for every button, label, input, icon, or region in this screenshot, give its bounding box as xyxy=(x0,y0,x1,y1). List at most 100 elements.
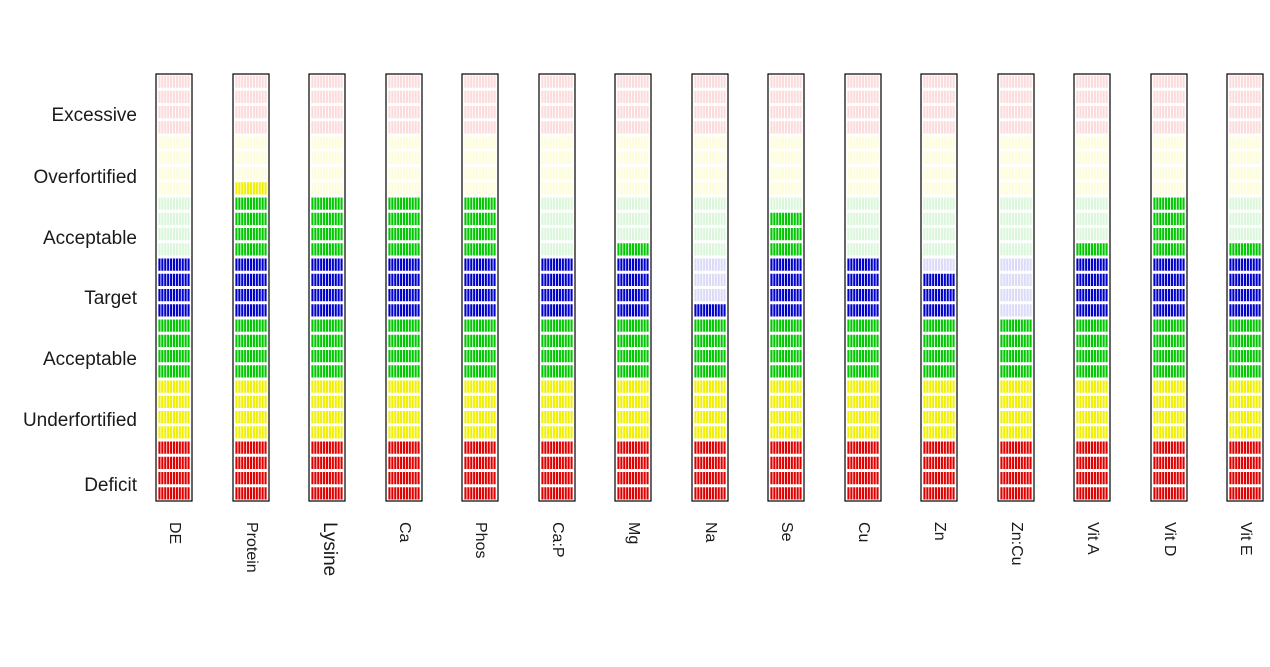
bar-cell-empty xyxy=(923,212,955,225)
bar-cell-empty xyxy=(1153,167,1185,180)
bar-cell-empty xyxy=(923,243,955,256)
bar-cell-filled xyxy=(541,350,573,363)
bar-cell-filled xyxy=(464,258,496,271)
bar-cell-filled xyxy=(923,380,955,393)
bar-cell-filled xyxy=(1153,456,1185,469)
bar-cell-filled xyxy=(388,197,420,210)
bar-cell-filled xyxy=(541,395,573,408)
bar-cell-empty xyxy=(158,167,190,180)
bar-cell-filled xyxy=(923,319,955,332)
bar-cell-filled xyxy=(311,258,343,271)
bar-cell-empty xyxy=(847,136,879,149)
bar-cell-empty xyxy=(694,289,726,302)
bar-cell-filled xyxy=(158,426,190,439)
bar-cell-filled xyxy=(923,289,955,302)
bar-cell-filled xyxy=(923,426,955,439)
bar-cell-filled xyxy=(311,243,343,256)
bar-cell-filled xyxy=(617,304,649,317)
bar-cell-filled xyxy=(847,365,879,378)
bar-cell-filled xyxy=(388,273,420,286)
bar-ca-p xyxy=(538,73,576,502)
bar-cell-filled xyxy=(847,258,879,271)
bar-cell-filled xyxy=(1153,426,1185,439)
bar-cell-filled xyxy=(541,304,573,317)
bar-cell-empty xyxy=(1000,258,1032,271)
bar-cell-filled xyxy=(311,228,343,241)
bar-cu xyxy=(844,73,882,502)
bar-frame xyxy=(767,73,805,502)
bar-cell-filled xyxy=(158,395,190,408)
bar-cell-empty xyxy=(1229,197,1261,210)
bar-cell-empty xyxy=(1229,151,1261,164)
bar-cell-filled xyxy=(770,319,802,332)
bar-cell-filled xyxy=(388,426,420,439)
bar-cell-filled xyxy=(235,350,267,363)
bar-cell-filled xyxy=(1076,304,1108,317)
bar-cell-empty xyxy=(541,75,573,88)
bar-cell-filled xyxy=(235,487,267,500)
bar-cell-empty xyxy=(464,121,496,134)
bar-cell-empty xyxy=(923,136,955,149)
bar-cell-empty xyxy=(541,90,573,103)
bar-frame xyxy=(844,73,882,502)
nutrient-label: Ca xyxy=(396,522,413,543)
bar-cell-filled xyxy=(770,334,802,347)
bar-cell-empty xyxy=(847,228,879,241)
bar-cell-empty xyxy=(235,167,267,180)
bar-cell-empty xyxy=(617,121,649,134)
bar-cell-filled xyxy=(1153,258,1185,271)
bar-cell-filled xyxy=(541,365,573,378)
bar-cell-empty xyxy=(617,136,649,149)
bar-cell-empty xyxy=(388,167,420,180)
bar-cell-empty xyxy=(847,90,879,103)
bar-cell-filled xyxy=(235,395,267,408)
bar-cell-filled xyxy=(617,411,649,424)
bar-cell-empty xyxy=(847,167,879,180)
bar-cell-filled xyxy=(464,395,496,408)
bar-cell-empty xyxy=(158,151,190,164)
bar-cell-filled xyxy=(1229,365,1261,378)
bar-cell-empty xyxy=(1000,289,1032,302)
bar-cell-filled xyxy=(1000,456,1032,469)
bar-frame xyxy=(614,73,652,502)
bar-cell-filled xyxy=(1229,456,1261,469)
bar-cell-empty xyxy=(770,136,802,149)
bar-cell-empty xyxy=(617,212,649,225)
bar-cell-empty xyxy=(770,121,802,134)
bar-cell-filled xyxy=(923,273,955,286)
bar-cell-empty xyxy=(464,106,496,119)
bar-cell-filled xyxy=(541,289,573,302)
bar-cell-filled xyxy=(694,411,726,424)
bar-cell-filled xyxy=(694,350,726,363)
bar-cell-empty xyxy=(923,228,955,241)
bar-cell-filled xyxy=(311,289,343,302)
bar-mg xyxy=(614,73,652,502)
bar-zn-cu xyxy=(997,73,1035,502)
nutrient-label: Vit E xyxy=(1237,522,1254,556)
bar-cell-filled xyxy=(770,243,802,256)
bar-cell-filled xyxy=(388,395,420,408)
bar-cell-filled xyxy=(617,441,649,454)
bar-cell-filled xyxy=(847,273,879,286)
bar-vit-d xyxy=(1150,73,1188,502)
bar-cell-filled xyxy=(770,472,802,485)
bar-cell-filled xyxy=(770,350,802,363)
bar-cell-empty xyxy=(541,243,573,256)
bar-cell-filled xyxy=(694,319,726,332)
nutrient-label: DE xyxy=(166,522,183,545)
zone-label: Underfortified xyxy=(22,410,137,431)
bar-cell-empty xyxy=(847,75,879,88)
bar-cell-filled xyxy=(1076,456,1108,469)
bar-cell-filled xyxy=(617,334,649,347)
bar-cell-filled xyxy=(311,426,343,439)
bar-cell-empty xyxy=(694,136,726,149)
bar-cell-filled xyxy=(235,182,267,195)
bar-cell-filled xyxy=(158,456,190,469)
bar-cell-filled xyxy=(311,319,343,332)
bar-cell-filled xyxy=(311,395,343,408)
zone-label: Deficit xyxy=(84,475,137,496)
bar-cell-empty xyxy=(694,273,726,286)
bar-cell-filled xyxy=(923,441,955,454)
bar-cell-filled xyxy=(1000,472,1032,485)
bar-cell-empty xyxy=(1229,121,1261,134)
